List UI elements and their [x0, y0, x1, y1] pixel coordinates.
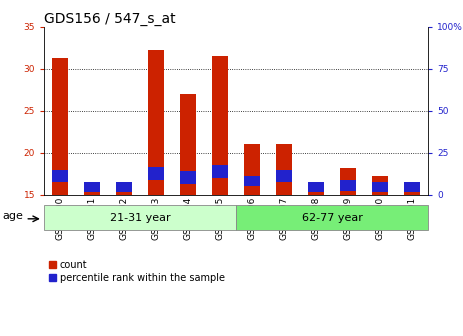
Bar: [276, 170, 292, 182]
Bar: [116, 182, 132, 192]
Bar: [212, 166, 228, 178]
Bar: [244, 175, 260, 186]
Bar: [404, 189, 420, 195]
Bar: [84, 191, 100, 195]
Bar: [236, 205, 428, 230]
Bar: [340, 180, 356, 191]
Bar: [276, 144, 292, 195]
Legend: count, percentile rank within the sample: count, percentile rank within the sample: [49, 260, 225, 283]
Text: 62-77 year: 62-77 year: [302, 213, 363, 222]
Bar: [52, 170, 68, 182]
Bar: [44, 205, 236, 230]
Bar: [212, 56, 228, 195]
Text: age: age: [2, 211, 23, 221]
Bar: [180, 171, 196, 184]
Text: GDS156 / 547_s_at: GDS156 / 547_s_at: [44, 12, 175, 26]
Bar: [148, 50, 164, 195]
Bar: [244, 144, 260, 195]
Bar: [372, 182, 388, 192]
Bar: [308, 182, 324, 192]
Bar: [52, 58, 68, 195]
Bar: [340, 168, 356, 195]
Bar: [148, 167, 164, 180]
Bar: [372, 175, 388, 195]
Bar: [180, 94, 196, 195]
Bar: [404, 182, 420, 192]
Text: 21-31 year: 21-31 year: [110, 213, 170, 222]
Bar: [116, 191, 132, 195]
Bar: [84, 182, 100, 192]
Bar: [308, 185, 324, 195]
